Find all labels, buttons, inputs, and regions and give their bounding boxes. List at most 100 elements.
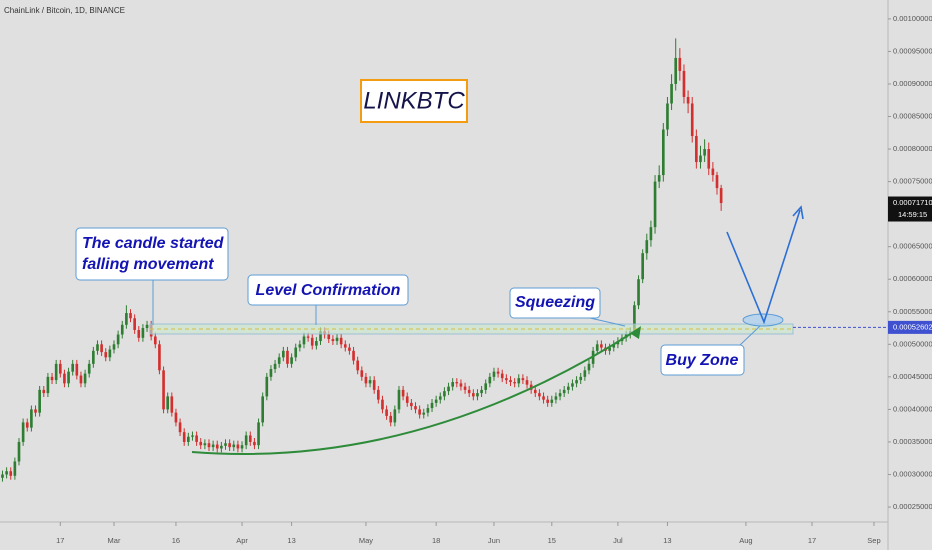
candle-body: [141, 328, 145, 338]
candle-body: [674, 57, 678, 84]
candle-body: [21, 422, 25, 442]
candle-body: [703, 149, 706, 156]
candle-body: [50, 376, 54, 381]
callout-pointer: [589, 317, 626, 327]
candle-body: [253, 441, 256, 446]
x-tick-label: 17: [808, 536, 816, 545]
candle-body: [13, 461, 17, 476]
candle-body: [641, 253, 644, 280]
x-tick-label: 16: [172, 536, 180, 545]
candle-body: [372, 380, 376, 390]
candle-body: [17, 441, 21, 462]
callout-box: [247, 274, 409, 306]
candle-body: [579, 376, 583, 381]
x-tick-label: 15: [548, 536, 556, 545]
candle-body: [96, 344, 99, 351]
candle-body: [207, 443, 211, 448]
candle-body: [352, 350, 355, 361]
candle-body: [595, 344, 599, 351]
candle-body: [108, 349, 112, 358]
candle-body: [174, 412, 178, 423]
candle-body: [666, 103, 669, 130]
candle-body: [273, 363, 277, 370]
candle-body: [54, 363, 58, 381]
candle-body: [385, 409, 388, 416]
candle-body: [533, 389, 537, 394]
y-tick-label: 0.00060000: [893, 274, 932, 283]
candle-body: [492, 371, 496, 377]
candle-body: [215, 444, 219, 449]
candle-body: [459, 383, 463, 387]
candle-body: [83, 373, 87, 384]
candle-body: [393, 409, 397, 423]
candle-body: [129, 313, 132, 319]
candle-body: [302, 336, 306, 345]
candle-body: [587, 363, 591, 371]
candle-body: [377, 389, 380, 400]
candle-body: [298, 344, 302, 348]
countdown-label: 14:59:15: [898, 210, 927, 219]
candle-body: [472, 393, 475, 397]
candles: [1, 38, 723, 482]
candle-body: [133, 318, 136, 330]
candle-body: [38, 389, 41, 413]
last-price-label: 0.00071710: [893, 198, 932, 207]
candle-body: [104, 352, 108, 358]
candle-body: [608, 347, 611, 351]
candle-body: [228, 443, 231, 448]
level-price-label: 0.00052602: [893, 322, 932, 331]
arrow-head: [792, 205, 804, 220]
candle-body: [306, 336, 310, 338]
candle-body: [521, 378, 525, 381]
candle-body: [240, 445, 244, 449]
y-tick-label: 0.00055000: [893, 307, 932, 316]
candle-body: [79, 375, 83, 384]
candle-body: [410, 402, 413, 407]
candle-body: [170, 396, 174, 413]
candle-body: [562, 389, 566, 394]
candle-body: [381, 399, 384, 410]
candle-body: [484, 383, 488, 390]
candle-body: [546, 399, 549, 403]
candle-body: [178, 422, 182, 433]
candle-body: [162, 370, 165, 410]
candle-body: [566, 386, 570, 390]
y-tick-label: 0.00095000: [893, 46, 932, 55]
callout-text: Squeezing: [515, 294, 595, 311]
x-tick-label: Sep: [867, 536, 880, 545]
x-tick-label: Aug: [739, 536, 752, 545]
candle-body: [112, 344, 116, 350]
candle-body: [707, 149, 711, 169]
candle-body: [434, 399, 438, 403]
candle-body: [500, 373, 504, 379]
candle-body: [653, 181, 657, 228]
candle-body: [315, 341, 318, 346]
candle-body: [443, 391, 446, 397]
candle-body: [360, 370, 364, 377]
candle-body: [286, 350, 289, 364]
candle-body: [418, 409, 421, 415]
candle-body: [9, 471, 13, 476]
candle-body: [719, 188, 723, 204]
candle-body: [364, 376, 368, 384]
candle-body: [290, 357, 293, 364]
projection-arrow: [726, 209, 801, 325]
candle-body: [430, 402, 434, 409]
arrow-head: [631, 326, 641, 339]
x-tick-label: 17: [56, 536, 64, 545]
candle-body: [368, 380, 372, 384]
candle-body: [496, 371, 500, 374]
candle-body: [195, 435, 198, 442]
callout-pointer: [739, 325, 761, 346]
candle-body: [405, 396, 409, 403]
y-tick-label: 0.00045000: [893, 372, 932, 381]
candle-body: [542, 396, 545, 400]
candle-body: [1, 474, 4, 478]
last-price-box: [888, 196, 932, 222]
candle-body: [248, 435, 252, 442]
candle-body: [600, 344, 603, 348]
candle-body: [463, 386, 467, 390]
candle-body: [310, 337, 314, 346]
candle-body: [438, 396, 442, 400]
candle-body: [153, 336, 157, 345]
